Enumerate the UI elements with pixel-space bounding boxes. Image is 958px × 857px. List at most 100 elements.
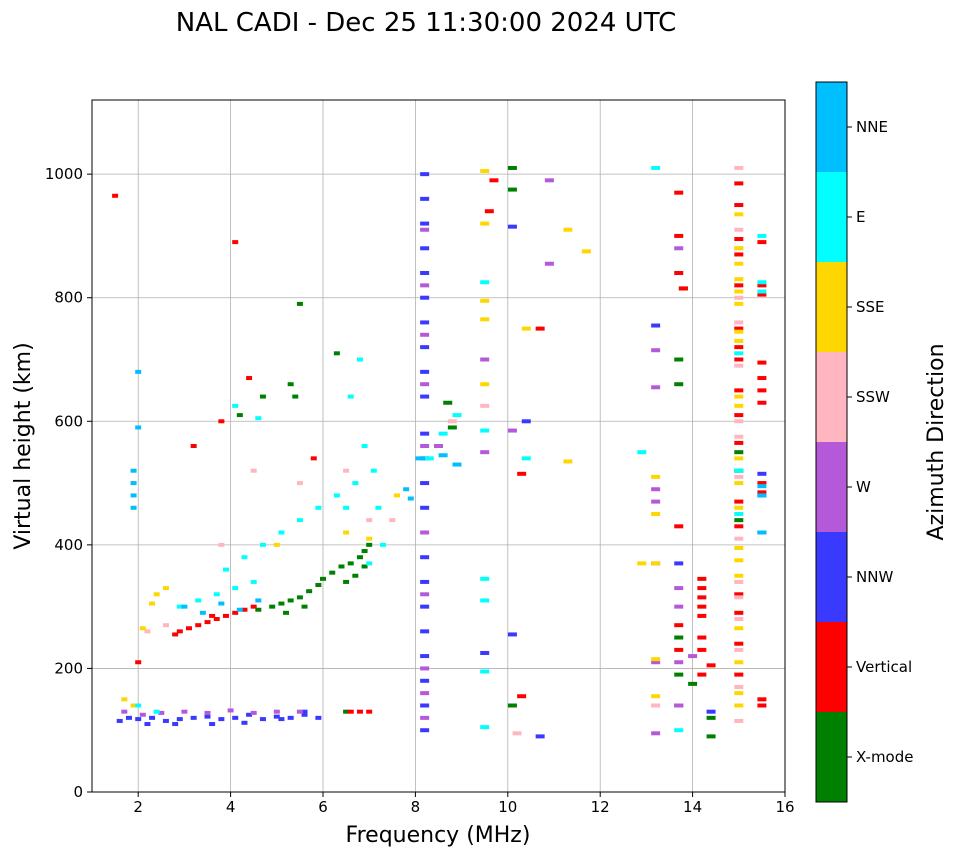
echo-point-nnw [246,712,253,717]
echo-point-w [420,592,430,597]
echo-point-vertical [347,709,354,714]
colorbar-frame [815,81,848,803]
echo-point-nnw [273,714,280,719]
echo-point-nnw [420,629,430,634]
echo-point-w [420,530,430,535]
echo-point-e [674,728,684,733]
echo-point-sse [734,573,744,578]
echo-point-nnw [176,717,183,722]
echo-point-nnw [232,715,239,720]
echo-point-w [273,709,280,714]
echo-point-w [674,604,684,609]
x-tick-label: 16 [775,798,794,816]
echo-point-e [480,669,490,674]
echo-point-nnw [507,224,517,229]
echo-point-e [255,416,262,421]
colorbar-segment [816,82,847,172]
echo-point-vertical [757,703,767,708]
y-tick-label: 600 [54,412,83,430]
echo-point-x-mode [443,400,453,405]
echo-point-vertical [734,345,744,350]
chart-title: NAL CADI - Dec 25 11:30:00 2024 UTC [176,8,676,38]
echo-point-w [420,227,430,232]
echo-point-sse [734,660,744,665]
echo-point-ssw [734,595,744,600]
echo-point-vertical [366,709,373,714]
echo-point-e [651,165,661,170]
echo-point-w [651,731,661,736]
echo-point-x-mode [507,165,517,170]
echo-point-nnw [301,712,308,717]
echo-point-x-mode [236,413,243,418]
echo-point-nnw [278,717,285,722]
echo-point-e [176,604,183,609]
echo-point-vertical [218,419,225,424]
echo-point-e [757,233,767,238]
echo-point-w [296,709,303,714]
echo-point-nne [415,456,425,461]
echo-point-vertical [734,326,744,331]
echo-point-nne [403,487,410,492]
colorbar-segment [816,172,847,262]
echo-point-x-mode [283,610,290,615]
echo-point-nnw [420,579,430,584]
echo-point-ssw [144,629,151,634]
echo-point-sse [139,626,146,631]
echo-point-vertical [356,709,363,714]
echo-point-nne [757,493,767,498]
echo-point-vertical [172,632,179,637]
echo-point-w [121,709,128,714]
y-tick-label: 200 [54,659,83,677]
echo-point-vertical [232,240,239,245]
echo-point-x-mode [338,564,345,569]
echo-point-vertical [734,283,744,288]
echo-point-vertical [734,641,744,646]
echo-point-nnw [241,720,248,725]
echo-point-e [424,456,434,461]
echo-point-nnw [301,709,308,714]
echo-point-vertical [757,388,767,393]
echo-point-sse [734,394,744,399]
echo-point-sse [366,536,373,541]
colorbar-label: NNE [856,118,888,136]
echo-point-nnw [287,715,294,720]
echo-point-x-mode [287,382,294,387]
echo-point-nnw [116,718,123,723]
x-tick-label: 8 [411,798,421,816]
echo-point-nnw [190,715,197,720]
echo-point-ssw [250,468,257,473]
echo-point-sse [121,697,128,702]
echo-point-vertical [310,456,317,461]
echo-point-x-mode [278,601,285,606]
echo-point-e [361,444,368,448]
echo-point-nnw [507,632,517,637]
echo-point-x-mode [507,703,517,708]
echo-point-vertical [734,672,744,677]
echo-point-vertical [757,697,767,702]
echo-point-w [227,708,234,713]
echo-point-x-mode [343,579,350,584]
echo-point-sse [581,249,591,254]
echo-point-x-mode [306,589,313,594]
echo-point-vertical [697,672,707,677]
echo-point-vertical [734,592,744,597]
echo-point-nnw [149,715,156,720]
x-tick-label: 12 [591,798,610,816]
echo-point-e [370,468,377,473]
x-axis-label: Frequency (MHz) [346,823,531,848]
echo-point-nnw [420,728,430,733]
echo-point-nnw [420,295,430,300]
echo-point-w [158,710,165,715]
echo-point-vertical [757,283,767,288]
echo-point-ssw [734,295,744,300]
colorbar-label: W [856,478,871,496]
echo-point-ssw [512,731,522,736]
colorbar-segment [816,712,847,802]
echo-point-nnw [420,271,430,275]
echo-point-vertical [186,626,193,631]
echo-point-sse [734,301,744,306]
echo-point-sse [651,561,661,566]
echo-point-nnw [259,717,266,722]
echo-point-sse [734,456,744,461]
echo-point-x-mode [296,301,303,306]
